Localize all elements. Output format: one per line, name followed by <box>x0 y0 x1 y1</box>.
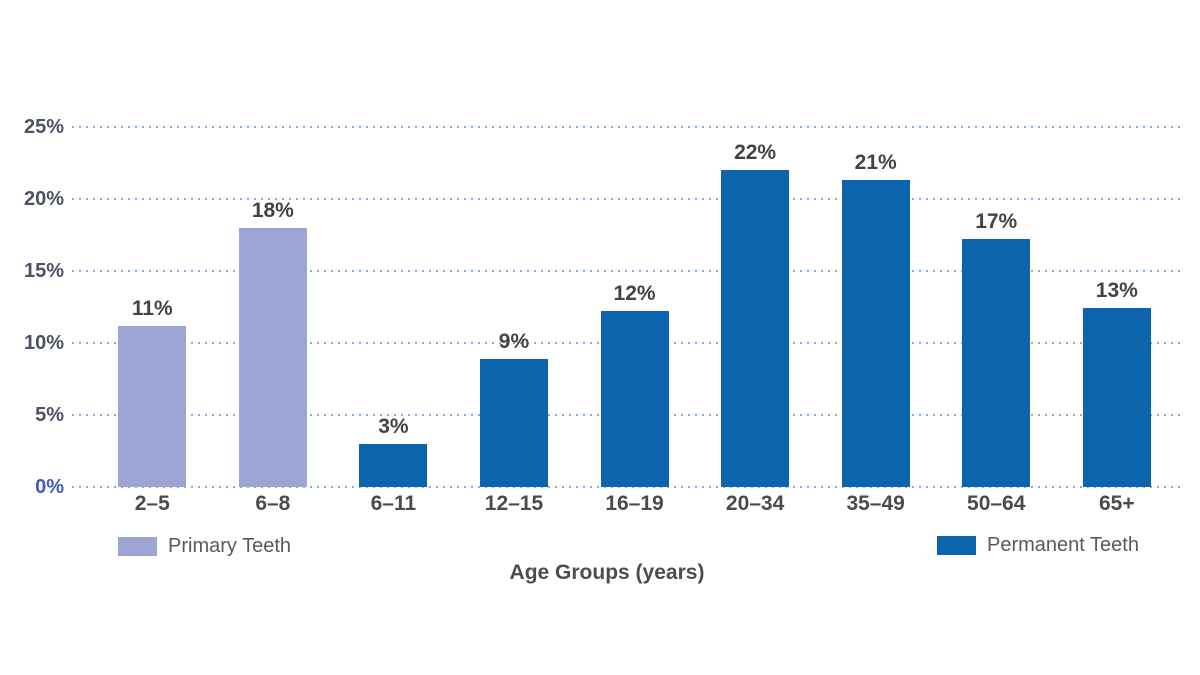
bar-slot: 11% <box>92 127 213 487</box>
category-label: 50–64 <box>967 492 1026 515</box>
bar-slot: 17% <box>936 127 1057 487</box>
legend-item-primary-teeth: Primary Teeth <box>118 535 291 558</box>
bar-65+ <box>1082 308 1151 487</box>
legend-item-permanent-teeth: Permanent Teeth <box>937 534 1139 557</box>
legend-swatch-permanent-icon <box>937 536 976 555</box>
bar-6–8 <box>238 227 307 487</box>
bar-35–49 <box>841 180 910 487</box>
category-label: 2–5 <box>134 492 170 515</box>
bar-value-label: 17% <box>975 210 1018 234</box>
category-label: 16–19 <box>605 492 664 515</box>
legend-swatch-primary-icon <box>118 537 157 556</box>
bars-row: 11% 18% 3% 9% 12% 22% 21% 17% 13% <box>92 127 1177 487</box>
category-label: 35–49 <box>846 492 905 515</box>
gridline-25% <box>72 126 1180 128</box>
bar-value-label: 22% <box>734 141 777 165</box>
bar-value-label: 9% <box>498 329 530 353</box>
category-label: 12–15 <box>484 492 544 515</box>
ytick-label-5%: 5% <box>35 404 64 426</box>
bar-6–11 <box>359 443 428 487</box>
bar-slot: 3% <box>333 127 454 487</box>
category-label: 6–11 <box>370 492 417 515</box>
bar-value-label: 13% <box>1095 279 1138 303</box>
gridline-0% <box>72 486 1180 488</box>
bar-value-label: 12% <box>613 282 656 306</box>
bar-value-label: 21% <box>854 151 897 175</box>
bar-value-label: 18% <box>251 198 294 222</box>
category-label: 6–8 <box>255 492 291 515</box>
bar-slot: 12% <box>574 127 695 487</box>
bar-slot: 9% <box>454 127 575 487</box>
gridline-20% <box>72 198 1180 200</box>
ytick-label-0%: 0% <box>35 476 64 498</box>
bar-2–5 <box>118 325 187 487</box>
category-labels-row: 2–5 6–8 6–11 12–15 16–19 20–34 35–49 50–64 65+ <box>92 492 1177 516</box>
bar-50–64 <box>962 239 1031 487</box>
bar-20–34 <box>721 170 790 487</box>
bar-slot: 13% <box>1057 127 1178 487</box>
bar-12–15 <box>479 358 548 487</box>
legend-label-primary: Primary Teeth <box>168 535 292 557</box>
category-label: 65+ <box>1098 492 1135 515</box>
bar-16–19 <box>600 311 669 487</box>
bar-value-label: 3% <box>378 414 409 438</box>
ytick-label-25%: 25% <box>23 116 64 138</box>
category-label: 20–34 <box>725 492 785 515</box>
bar-slot: 21% <box>815 127 936 487</box>
x-axis-title: Age Groups (years) <box>509 561 705 584</box>
ytick-label-10%: 10% <box>23 332 64 354</box>
ytick-label-20%: 20% <box>23 188 64 210</box>
bar-slot: 18% <box>213 127 334 487</box>
bar-slot: 22% <box>695 127 816 487</box>
ytick-label-15%: 15% <box>23 260 64 282</box>
bar-value-label: 11% <box>131 296 173 320</box>
gridline-15% <box>72 270 1180 272</box>
legend-label-permanent: Permanent Teeth <box>987 534 1139 556</box>
